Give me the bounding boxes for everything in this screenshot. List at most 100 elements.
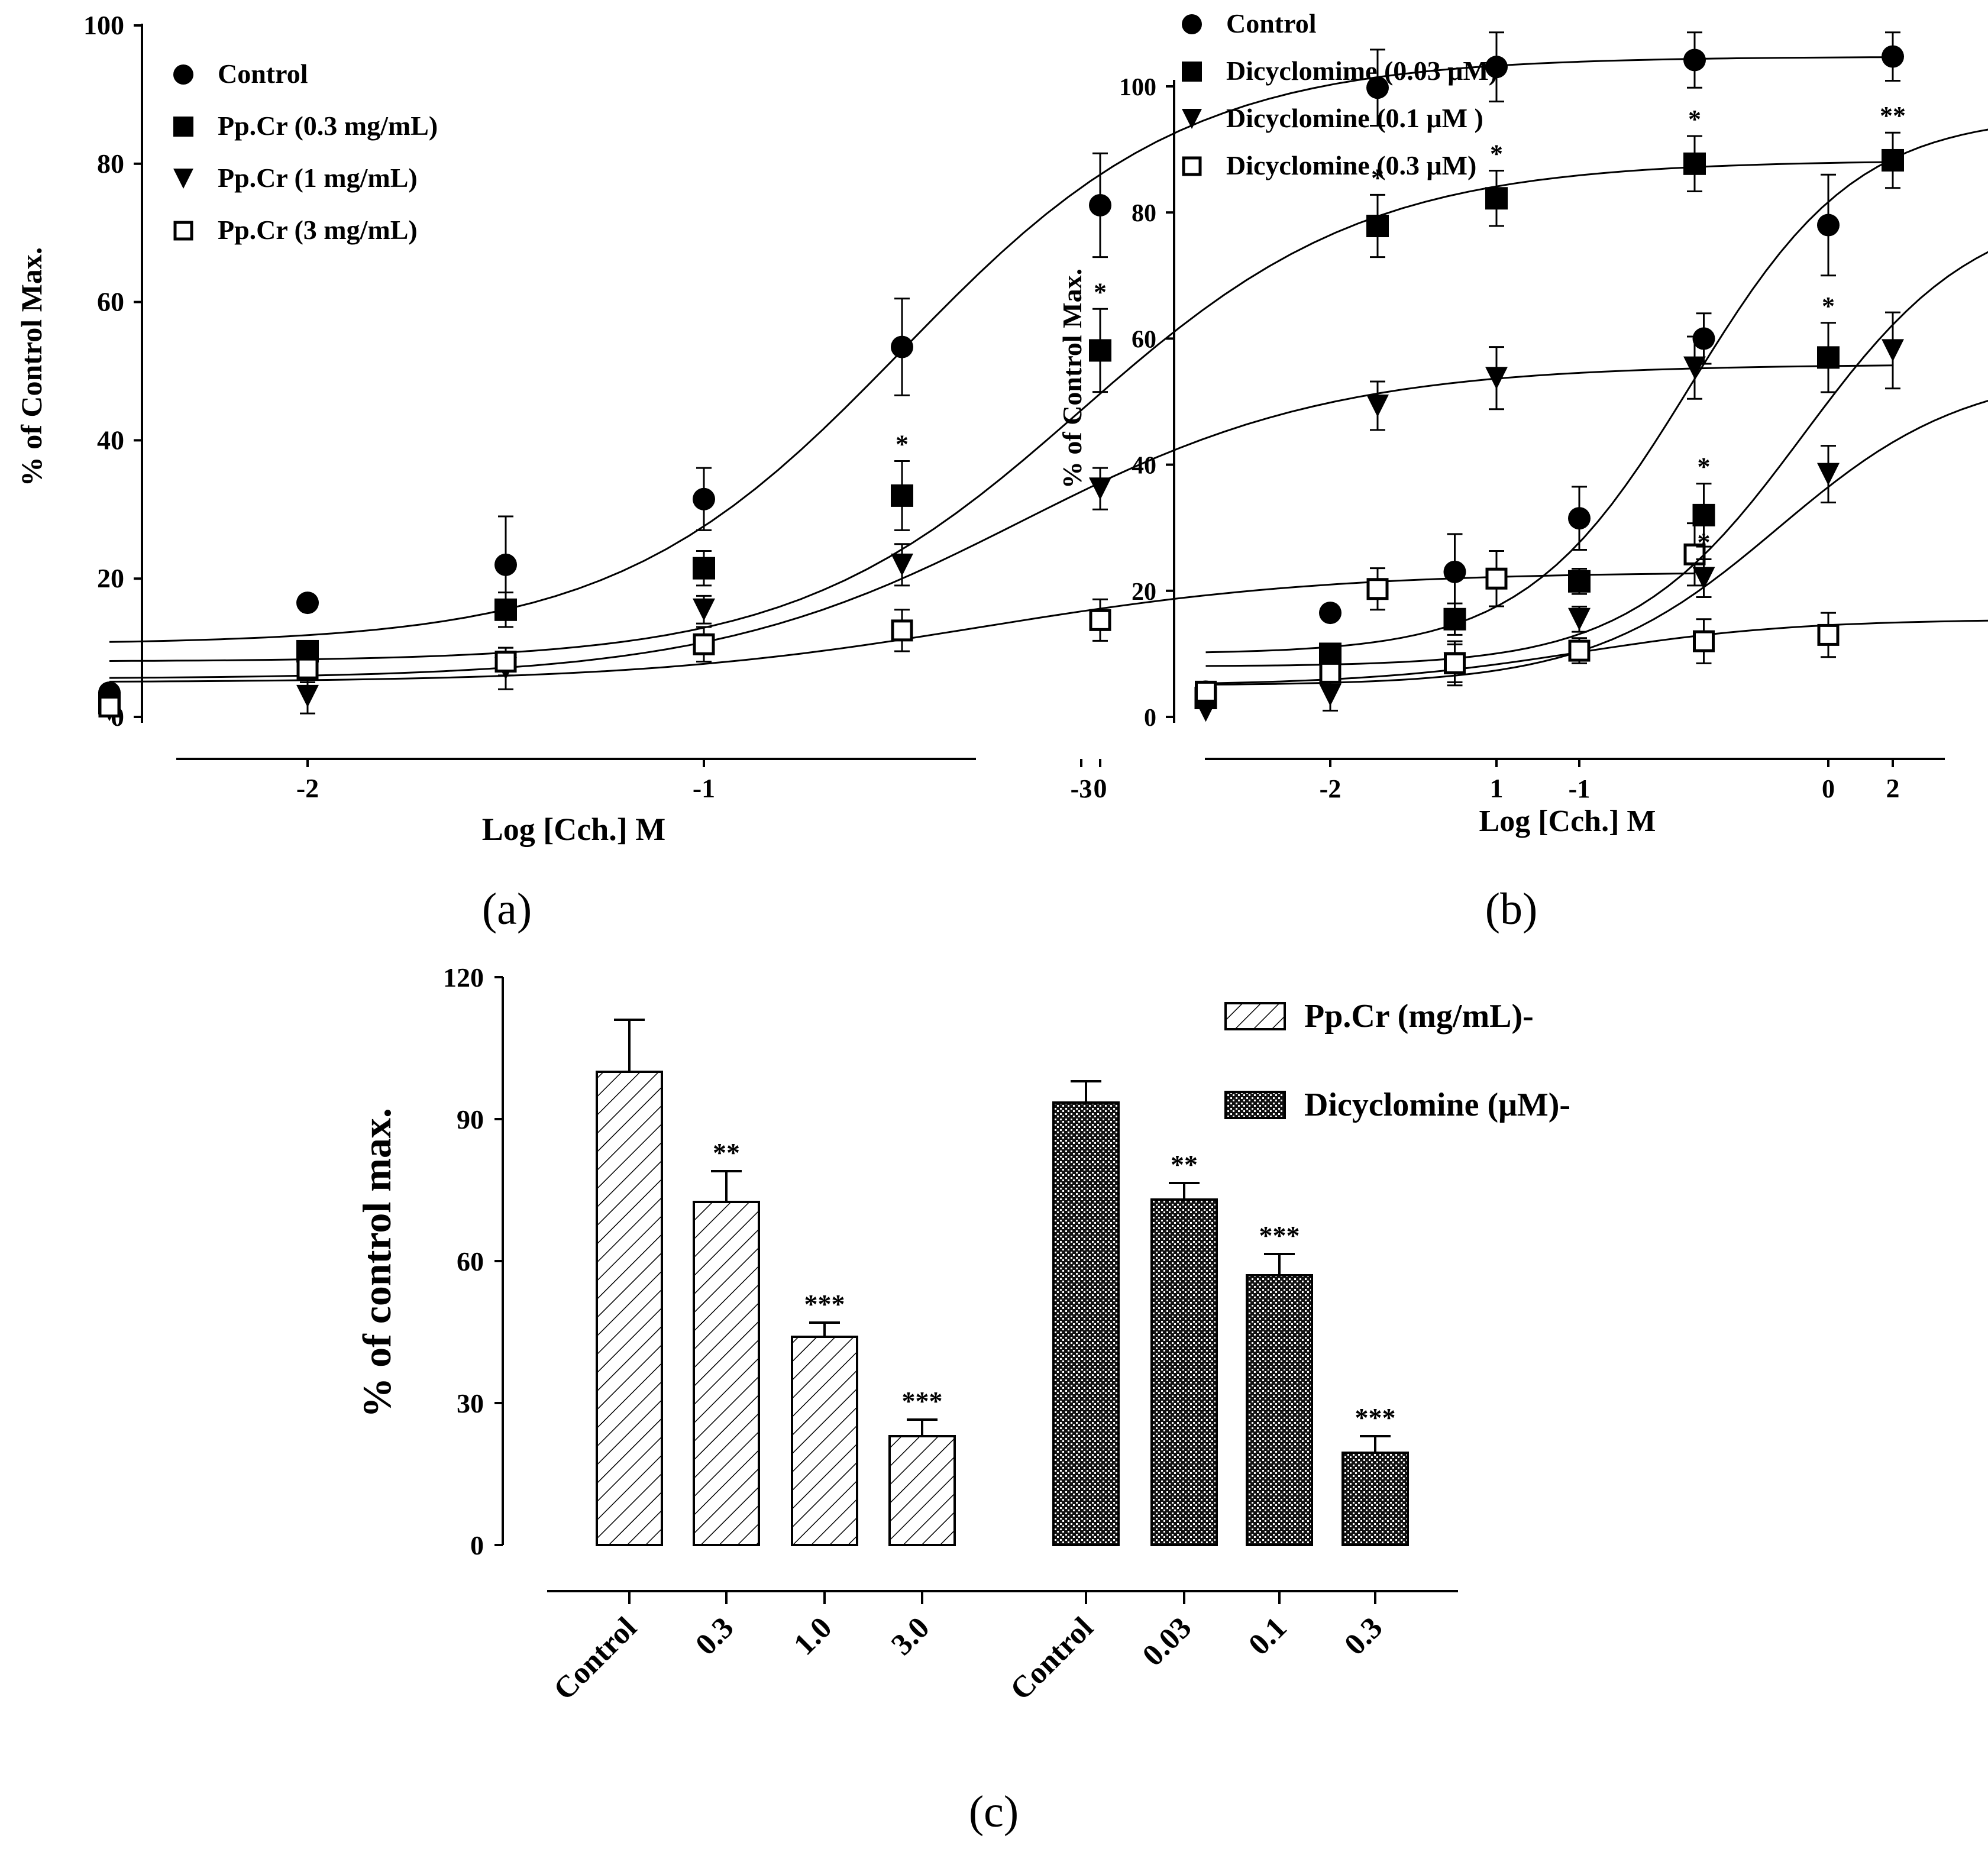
data-point bbox=[1089, 609, 1111, 631]
legend-label: Dicyclomine (μM)- bbox=[1304, 1087, 1570, 1123]
bar bbox=[1150, 1198, 1218, 1546]
data-point bbox=[1366, 76, 1389, 99]
data-point bbox=[1485, 567, 1508, 590]
y-tick-label: 120 bbox=[443, 962, 484, 993]
legend-label: Pp.Cr (0.3 mg/mL) bbox=[218, 111, 438, 141]
data-point bbox=[1443, 560, 1466, 583]
data-point bbox=[1568, 607, 1591, 631]
data-point bbox=[1568, 507, 1591, 530]
legend-label: Control bbox=[218, 59, 308, 89]
panel-c-caption: (c) bbox=[969, 1787, 1019, 1837]
data-point bbox=[693, 598, 715, 621]
y-tick-label: 40 bbox=[97, 425, 124, 455]
x-tick-label: -1 bbox=[1569, 774, 1591, 803]
significance-mark: *** bbox=[804, 1289, 845, 1319]
significance-mark: * bbox=[1371, 163, 1384, 192]
panel-c-significance: **************** bbox=[713, 1137, 1396, 1433]
y-tick-label: 100 bbox=[83, 10, 124, 40]
data-point bbox=[1319, 602, 1342, 625]
data-point bbox=[1485, 187, 1508, 210]
data-point bbox=[296, 684, 319, 707]
significance-mark: * bbox=[1490, 139, 1503, 168]
x-tick-label: -1 bbox=[693, 773, 715, 803]
legend-marker bbox=[173, 169, 193, 189]
panel-a-axes bbox=[141, 24, 976, 760]
y-tick-label: 80 bbox=[1132, 200, 1156, 227]
panel-a-x-label: Log [Cch.] M bbox=[482, 812, 665, 847]
fit-curve-1 bbox=[1205, 251, 1988, 667]
data-point bbox=[1366, 215, 1389, 238]
x-tick-label: 0.03 bbox=[1136, 1611, 1198, 1673]
data-point bbox=[1568, 639, 1591, 662]
data-point bbox=[1568, 570, 1591, 593]
data-point bbox=[296, 657, 319, 680]
panel-c-bar-chart: 0 30 60 90 120 Control 0.3 1.0 3.0 Control 0.03 0.1… bbox=[354, 962, 1570, 1837]
data-point bbox=[1692, 567, 1715, 590]
data-point bbox=[1443, 607, 1466, 631]
significance-mark: * bbox=[1822, 292, 1835, 321]
panel-b-significance: ***** bbox=[1698, 292, 1835, 557]
data-point bbox=[1089, 477, 1111, 500]
data-point bbox=[1882, 148, 1904, 172]
data-point bbox=[1319, 683, 1342, 706]
panel-c-legend: Pp.Cr (mg/mL)- Dicyclomine (μM)- bbox=[1224, 998, 1570, 1123]
bar bbox=[693, 1201, 760, 1546]
legend-label: Pp.Cr (1 mg/mL) bbox=[218, 163, 418, 193]
y-tick-label: 20 bbox=[1132, 578, 1156, 606]
y-tick-label: 60 bbox=[1132, 326, 1156, 353]
data-point bbox=[1683, 356, 1706, 379]
panel-a-legend: Control Pp.Cr (0.3 mg/mL) Pp.Cr (1 mg/mL) P… bbox=[173, 59, 438, 245]
significance-mark: * bbox=[896, 429, 909, 458]
legend-marker bbox=[1182, 14, 1202, 34]
data-point bbox=[1817, 623, 1840, 646]
y-tick-label: 0 bbox=[1144, 704, 1156, 732]
panel-a-caption: (a) bbox=[482, 884, 532, 934]
x-tick-label: 0 bbox=[1094, 773, 1107, 803]
x-tick-label: 0 bbox=[1822, 774, 1835, 803]
data-point bbox=[891, 619, 913, 642]
data-point bbox=[1089, 193, 1111, 216]
legend-label: Control bbox=[1226, 8, 1317, 38]
legend-label: Dicyclomime (0.03 μM) bbox=[1226, 56, 1498, 86]
fit-curve-0 bbox=[109, 56, 1893, 643]
y-tick-label: 90 bbox=[457, 1104, 484, 1135]
bar bbox=[1342, 1452, 1409, 1546]
data-point bbox=[1194, 699, 1217, 722]
panel-b-legend: Control Dicyclomime (0.03 μM) Dicyclomine … bbox=[1182, 8, 1498, 180]
significance-mark: *** bbox=[902, 1386, 943, 1416]
bar bbox=[1052, 1101, 1120, 1546]
data-point bbox=[494, 598, 517, 621]
fit-curve-0 bbox=[1205, 128, 1988, 654]
x-tick-label: 1 bbox=[1490, 773, 1504, 803]
panel-b-caption: (b) bbox=[1485, 884, 1538, 934]
x-tick-label: Control bbox=[1004, 1611, 1100, 1706]
legend-marker bbox=[173, 117, 193, 137]
data-point bbox=[1693, 630, 1715, 652]
data-point bbox=[891, 553, 913, 576]
panel-b-data-points bbox=[1194, 214, 1840, 722]
data-point bbox=[494, 553, 517, 576]
significance-mark: ** bbox=[713, 1137, 740, 1168]
y-tick-label: 0 bbox=[470, 1530, 484, 1560]
panel-b-x-label: Log [Cch.] M bbox=[1479, 804, 1656, 838]
panel-c-error-bars bbox=[614, 1019, 1391, 1453]
x-tick-label: -3 bbox=[1071, 774, 1092, 803]
y-tick-label: 40 bbox=[1132, 453, 1156, 480]
y-tick-label: 60 bbox=[457, 1246, 484, 1276]
data-point bbox=[1195, 680, 1217, 703]
data-point bbox=[494, 650, 517, 673]
legend-label: Pp.Cr (3 mg/mL) bbox=[218, 215, 418, 245]
significance-mark: * bbox=[1698, 453, 1711, 481]
x-tick-label: -2 bbox=[296, 773, 319, 803]
y-tick-label: 30 bbox=[457, 1388, 484, 1418]
data-point bbox=[1089, 339, 1111, 362]
fit-curve-1 bbox=[109, 161, 1893, 662]
panel-a-significance: ***** ** bbox=[896, 101, 1906, 458]
panel-a-data-points bbox=[98, 45, 1904, 722]
data-point bbox=[693, 633, 715, 655]
data-point bbox=[1683, 49, 1706, 72]
